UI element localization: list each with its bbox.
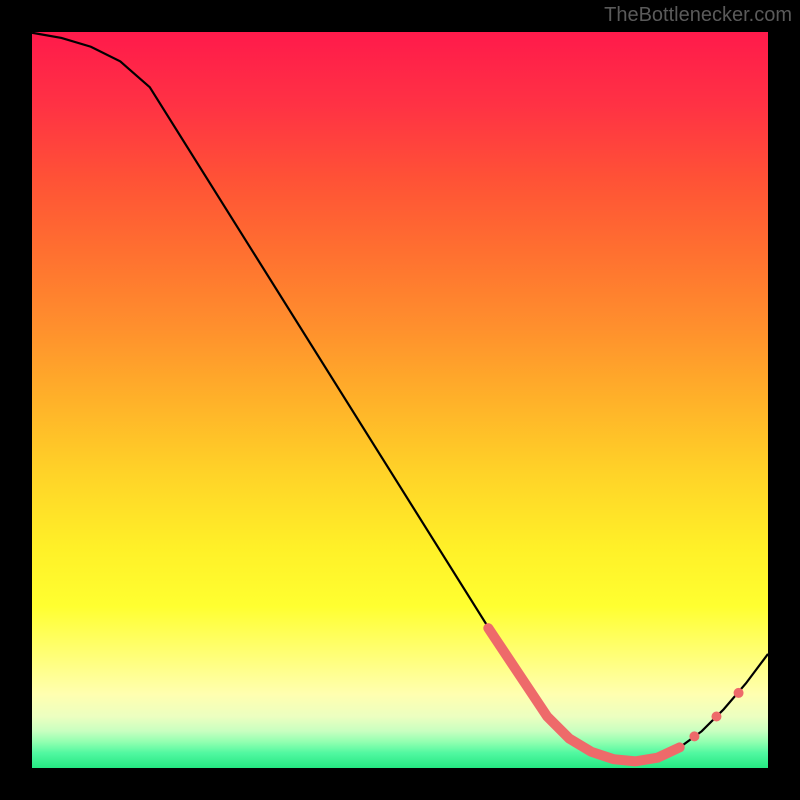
highlight-dot (711, 711, 721, 721)
plot-area (32, 32, 768, 768)
bottleneck-curve (32, 33, 768, 762)
highlight-dot (689, 731, 699, 741)
curve-layer (32, 32, 768, 768)
chart-stage: TheBottlenecker.com (0, 0, 800, 800)
highlight-dot (734, 688, 744, 698)
attribution-text: TheBottlenecker.com (604, 4, 792, 27)
highlight-segment (488, 628, 679, 761)
highlight-dots (689, 688, 743, 741)
